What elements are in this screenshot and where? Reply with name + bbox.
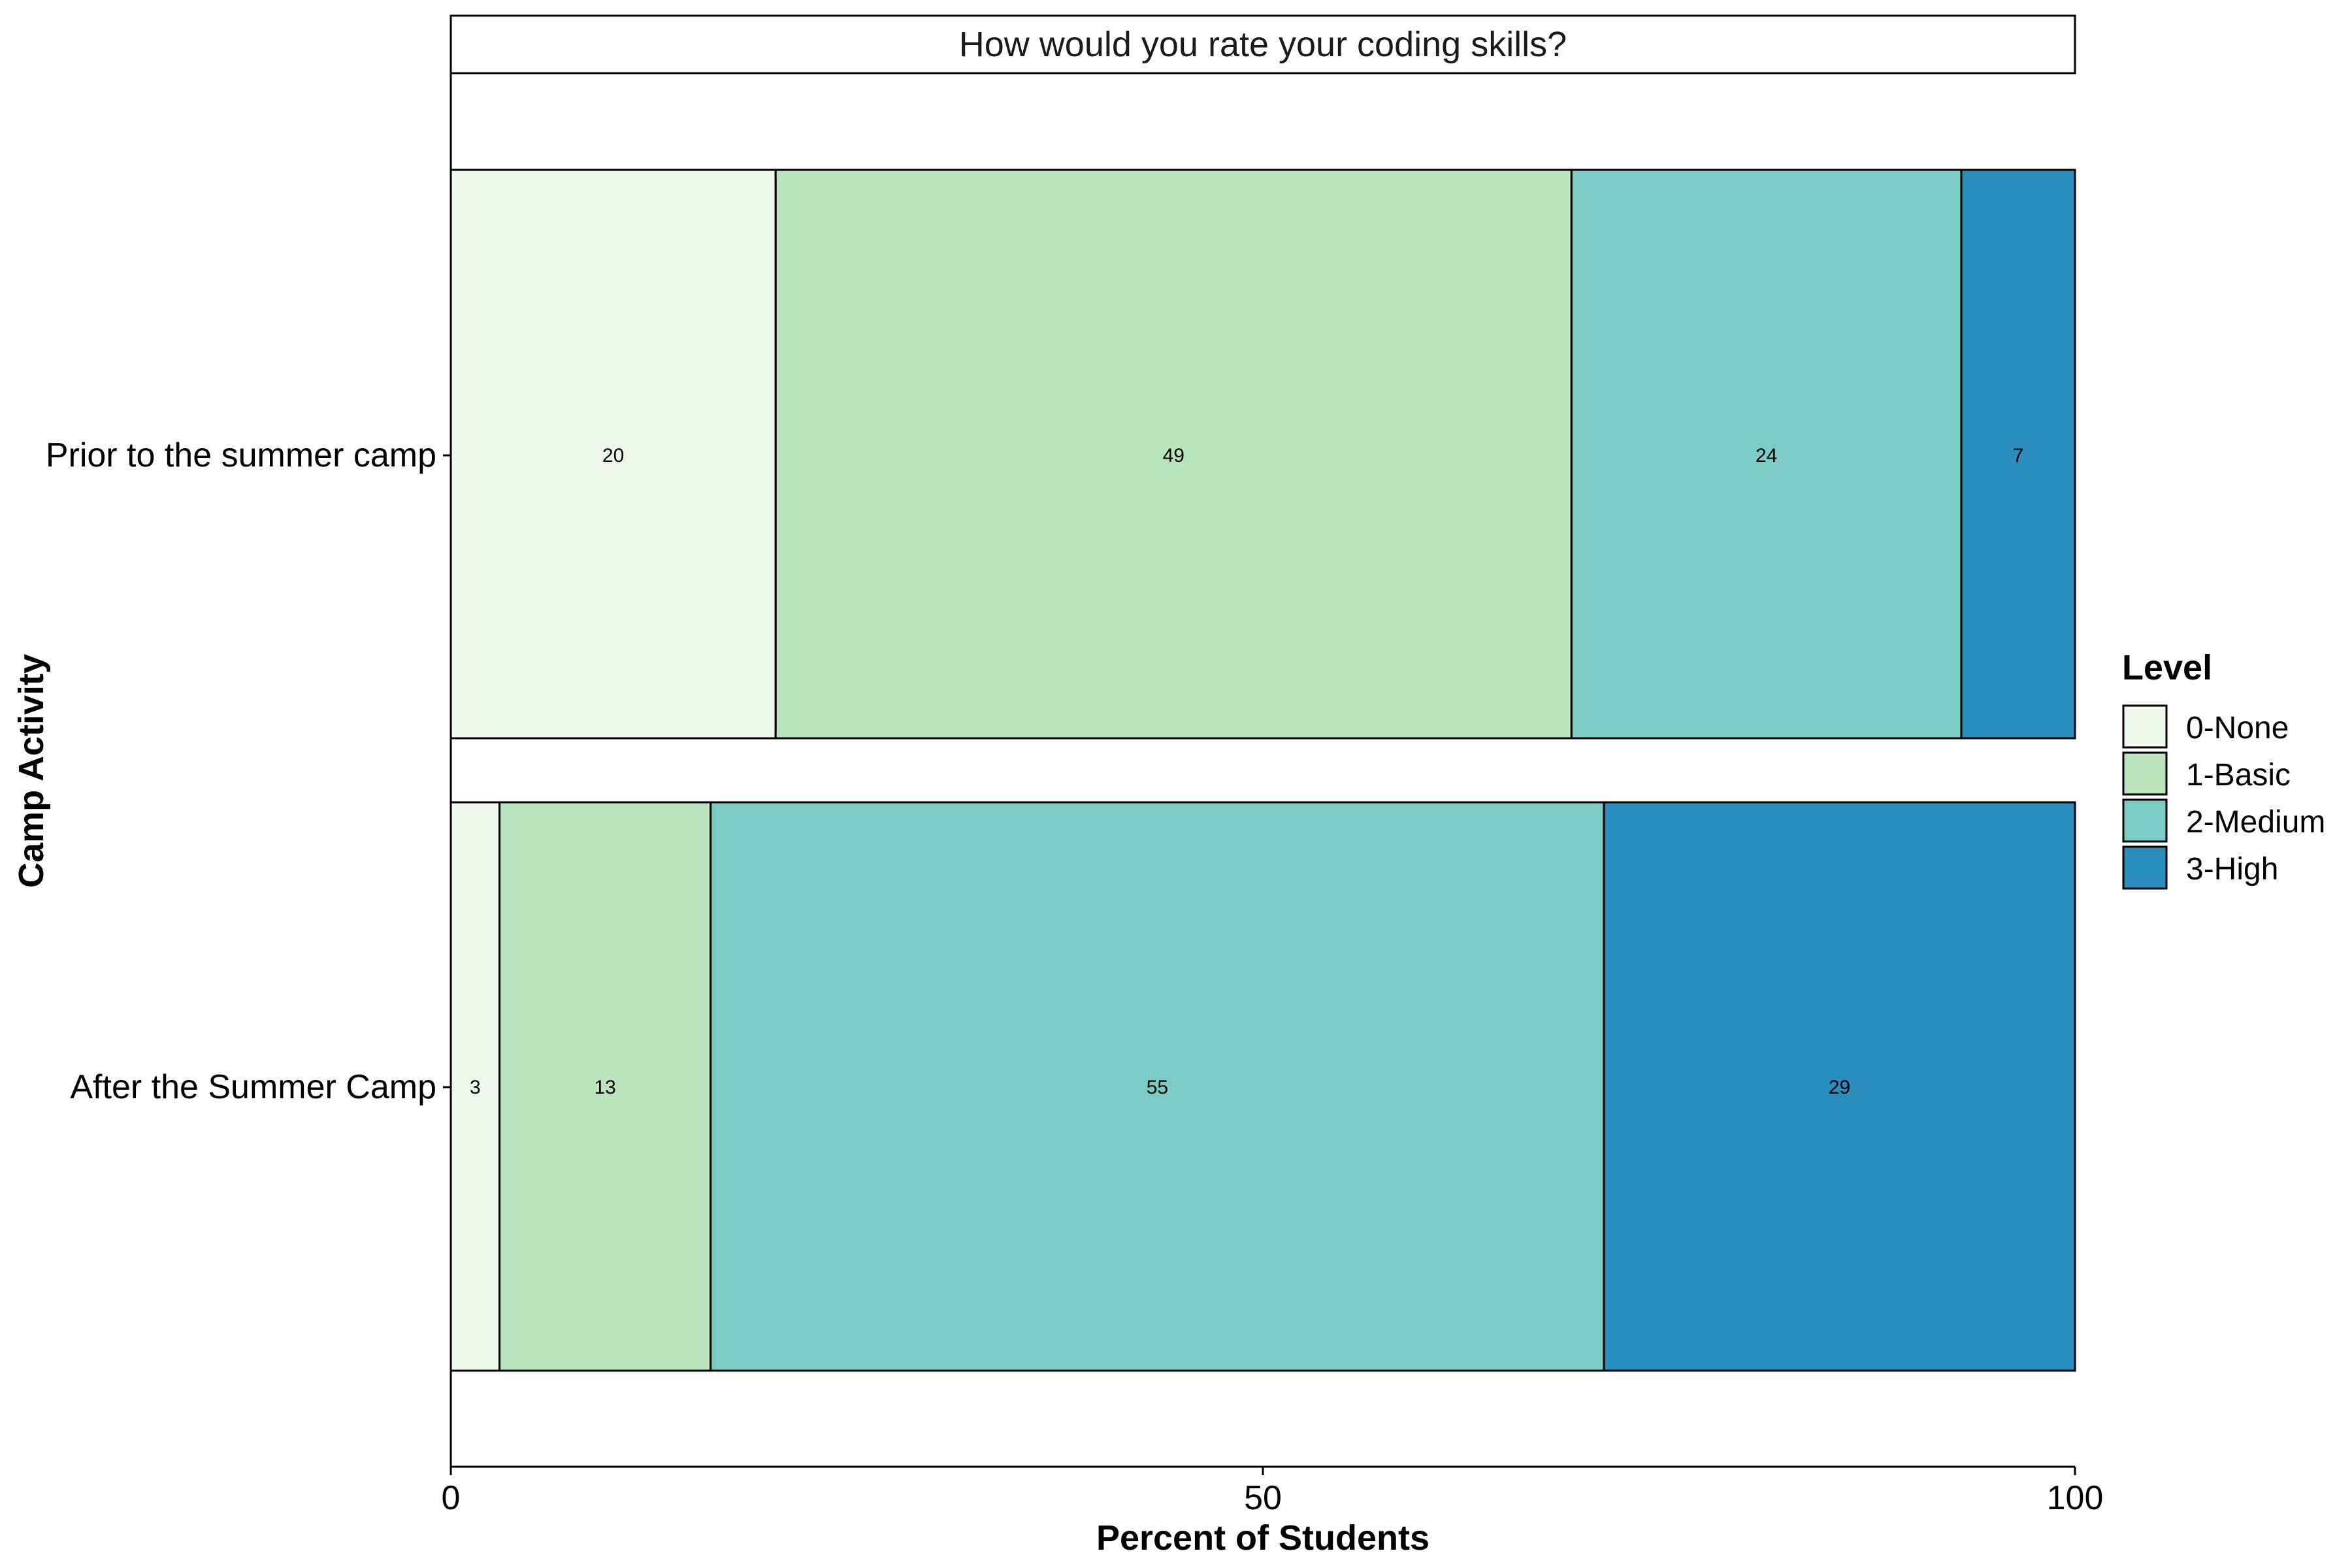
legend-label: 1-Basic <box>2186 758 2291 792</box>
bar-value-label: 29 <box>1829 1077 1850 1098</box>
y-tick-label: After the Summer Camp <box>70 1068 436 1106</box>
x-tick-label: 0 <box>442 1479 461 1517</box>
legend-swatch <box>2122 845 2168 890</box>
chart-title: How would you rate your coding skills? <box>959 25 1567 64</box>
bar-segment <box>710 801 1605 1372</box>
x-tick-label: 100 <box>2047 1479 2104 1517</box>
bar-value-label: 7 <box>2013 445 2024 466</box>
x-ticks-group: 0 50 100 <box>442 1467 2104 1517</box>
bar-segment <box>498 801 712 1372</box>
legend-title: Level <box>2122 648 2212 687</box>
legend-swatch <box>2122 751 2168 796</box>
bar-segment <box>1603 801 2076 1372</box>
legend-label: 3-High <box>2186 852 2278 887</box>
y-axis-title: Camp Activity <box>12 654 51 888</box>
y-ticks-group: Prior to the summer camp After the Summer… <box>46 436 451 1106</box>
bar-value-label: 3 <box>470 1077 481 1098</box>
legend: 0-None 1-Basic 2-Medium 3-High <box>2122 704 2325 890</box>
bar-value-label: 20 <box>602 445 624 466</box>
bar-segment <box>774 169 1573 740</box>
legend-label: 0-None <box>2186 711 2289 745</box>
legend-label: 2-Medium <box>2186 805 2325 840</box>
bar-value-label: 49 <box>1163 445 1184 466</box>
bar-segment <box>449 169 777 740</box>
bar-value-label: 55 <box>1147 1077 1168 1098</box>
bar-segment <box>1960 169 2076 740</box>
bar-value-label: 24 <box>1756 445 1777 466</box>
bar-value-label: 13 <box>594 1077 615 1098</box>
facet-strip <box>449 14 2076 74</box>
x-axis-title: Percent of Students <box>1096 1518 1429 1558</box>
y-tick-label: Prior to the summer camp <box>46 436 436 474</box>
bar-segment <box>1570 169 1963 740</box>
bars-group <box>449 169 2076 1372</box>
x-tick-label: 50 <box>1244 1479 1282 1517</box>
data-labels-group: 20 49 24 7 3 13 55 29 <box>470 445 2023 1098</box>
legend-swatch <box>2122 798 2168 843</box>
legend-swatch <box>2122 704 2168 749</box>
bar-segment <box>449 801 501 1372</box>
